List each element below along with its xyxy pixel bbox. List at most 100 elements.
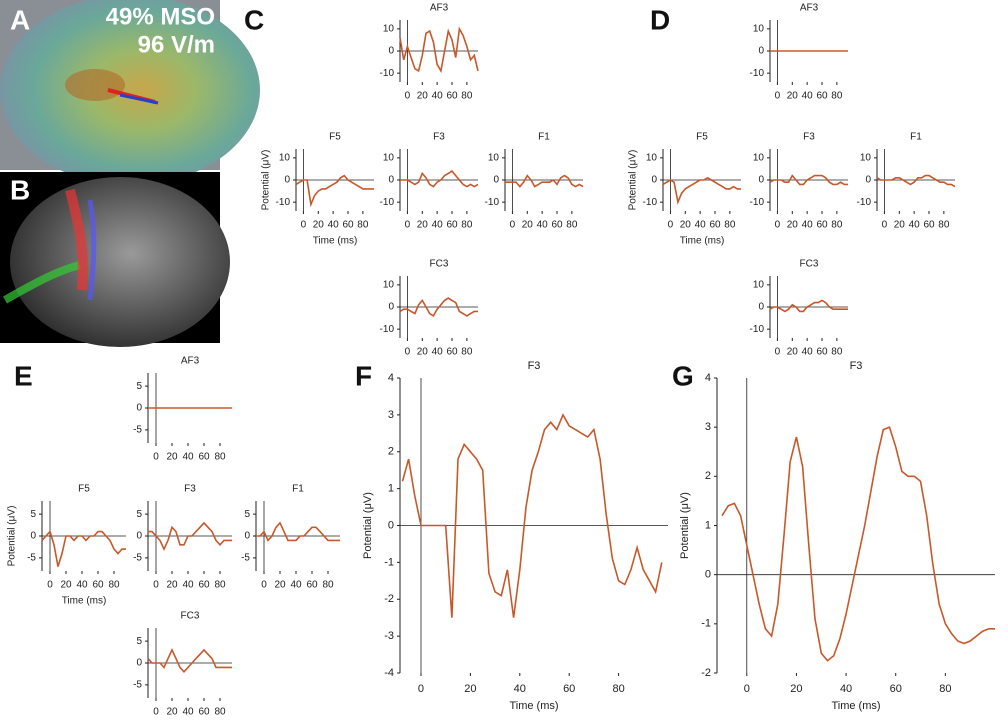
y-tick-label: -10 <box>380 197 395 208</box>
x-tick-label: 80 <box>461 91 473 102</box>
y-axis-label: Potential (μV) <box>362 492 374 559</box>
trace <box>876 174 956 188</box>
x-tick-label: 60 <box>198 452 210 463</box>
y-tick-label: 10 <box>488 152 500 163</box>
x-tick-label: 60 <box>446 220 458 231</box>
y-tick-label: 1 <box>388 483 394 495</box>
trace <box>41 530 126 567</box>
x-tick-label: 40 <box>802 347 814 358</box>
panel-a-text: 96 V/m <box>138 31 215 58</box>
panel-label: D <box>650 4 670 35</box>
x-tick-label: 20 <box>166 452 178 463</box>
x-tick-label: 60 <box>563 683 575 695</box>
x-tick-label: 80 <box>831 347 843 358</box>
y-tick-label: -4 <box>384 667 394 679</box>
x-tick-label: 80 <box>108 580 120 591</box>
y-tick-label: 5 <box>30 509 36 520</box>
x-tick-label: 80 <box>724 220 736 231</box>
x-tick-label: 0 <box>47 580 53 591</box>
y-tick-label: 5 <box>136 509 142 520</box>
y-tick-label: -10 <box>750 324 765 335</box>
y-tick-label: -5 <box>241 553 250 564</box>
x-tick-label: 40 <box>76 580 88 591</box>
chart-title: F1 <box>292 484 304 495</box>
chart-title: AF3 <box>430 3 449 14</box>
y-tick-label: 0 <box>244 531 250 542</box>
x-tick-label: 80 <box>831 91 843 102</box>
y-tick-label: -10 <box>750 68 765 79</box>
x-tick-label: 80 <box>566 220 578 231</box>
y-tick-label: 4 <box>388 372 394 384</box>
chart-title: F3 <box>184 484 196 495</box>
y-tick-label: 10 <box>383 23 395 34</box>
x-tick-label: 0 <box>668 220 674 231</box>
x-axis-label: Time (ms) <box>313 236 358 247</box>
chart-title: FC3 <box>181 611 200 622</box>
y-tick-label: -2 <box>701 667 711 679</box>
y-axis-label: Potential (μV) <box>261 150 272 211</box>
trace <box>295 174 374 208</box>
y-tick-label: -2 <box>384 593 394 605</box>
x-tick-label: 0 <box>153 580 159 591</box>
x-tick-label: 40 <box>182 580 194 591</box>
x-tick-label: 80 <box>461 220 473 231</box>
panel-a-image <box>0 0 260 185</box>
x-tick-label: 20 <box>894 220 906 231</box>
x-tick-label: 60 <box>92 580 104 591</box>
x-tick-label: 60 <box>306 580 318 591</box>
x-tick-label: 80 <box>357 220 369 231</box>
x-tick-label: 0 <box>261 580 267 591</box>
x-tick-label: 0 <box>153 707 159 718</box>
y-tick-label: 0 <box>388 175 394 186</box>
x-tick-label: 20 <box>166 580 178 591</box>
y-tick-label: 10 <box>646 152 658 163</box>
x-tick-label: 40 <box>182 452 194 463</box>
x-tick-label: 20 <box>417 91 429 102</box>
chart-title: F3 <box>528 360 541 372</box>
chart-title: F1 <box>910 132 922 143</box>
x-tick-label: 40 <box>290 580 302 591</box>
x-tick-label: 0 <box>405 91 411 102</box>
y-tick-label: 10 <box>753 279 765 290</box>
x-tick-label: 40 <box>802 91 814 102</box>
x-tick-label: 20 <box>680 220 692 231</box>
x-tick-label: 80 <box>214 580 226 591</box>
y-tick-label: 5 <box>244 509 250 520</box>
trace <box>148 521 232 552</box>
x-tick-label: 20 <box>417 347 429 358</box>
trace <box>400 170 479 188</box>
panel-label: E <box>14 360 33 391</box>
x-axis-label: Time (ms) <box>680 236 725 247</box>
x-tick-label: 20 <box>787 220 799 231</box>
x-tick-label: 20 <box>417 220 429 231</box>
trace <box>662 176 741 205</box>
y-axis-label: Potential (μV) <box>628 150 639 211</box>
y-tick-label: 0 <box>136 658 142 669</box>
trace <box>147 647 232 673</box>
trace <box>505 174 584 188</box>
x-axis-label: Time (ms) <box>509 700 558 712</box>
trace <box>721 426 995 662</box>
chart-title: F1 <box>538 132 550 143</box>
x-tick-label: 0 <box>882 220 888 231</box>
chart-title: F3 <box>803 132 815 143</box>
x-tick-label: 80 <box>939 683 951 695</box>
x-tick-label: 0 <box>301 220 307 231</box>
y-tick-label: 0 <box>493 175 499 186</box>
panel-a-text: 49% MSO <box>106 3 215 30</box>
y-tick-label: 0 <box>758 175 764 186</box>
x-tick-label: 60 <box>446 91 458 102</box>
x-tick-label: 60 <box>816 220 828 231</box>
y-tick-label: -5 <box>133 425 142 436</box>
y-tick-label: 4 <box>705 372 711 384</box>
y-tick-label: -10 <box>857 197 872 208</box>
x-tick-label: 20 <box>522 220 534 231</box>
x-tick-label: 40 <box>182 707 194 718</box>
x-tick-label: 60 <box>342 220 354 231</box>
x-tick-label: 60 <box>198 707 210 718</box>
y-tick-label: -10 <box>643 197 658 208</box>
x-tick-label: 0 <box>405 347 411 358</box>
x-tick-label: 80 <box>938 220 950 231</box>
panel-label: C <box>244 4 264 35</box>
